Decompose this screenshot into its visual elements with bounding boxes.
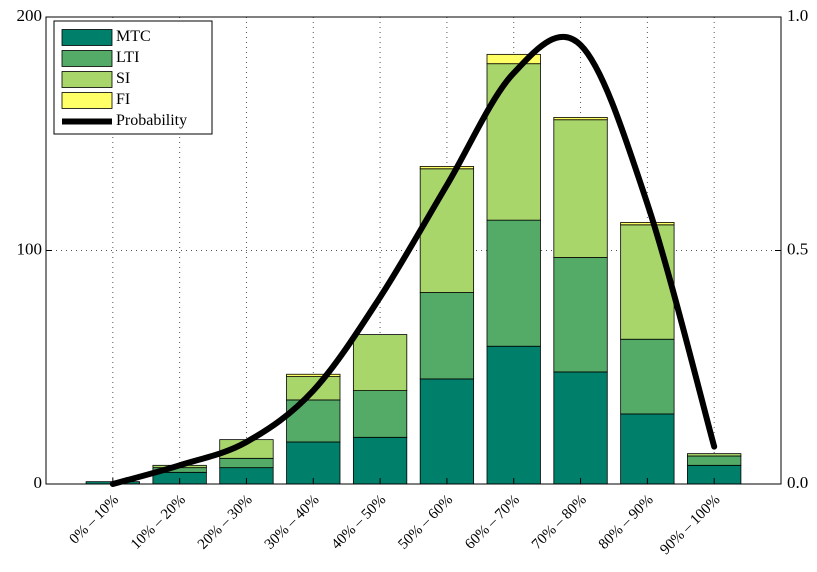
bar-segment bbox=[553, 371, 608, 485]
bar-segment bbox=[352, 334, 408, 391]
legend-label: MTC bbox=[116, 28, 151, 45]
bar-segment bbox=[486, 345, 541, 485]
bar-segment bbox=[352, 436, 408, 485]
x-tick-label: 10% – 20% bbox=[128, 492, 189, 553]
x-tick-label: 80% – 90% bbox=[596, 492, 657, 553]
x-tick-label: 90% – 100% bbox=[657, 492, 723, 558]
legend-label: Probability bbox=[116, 112, 187, 129]
bar-segment bbox=[553, 117, 608, 121]
bar-segment bbox=[620, 224, 675, 340]
bar-segment bbox=[486, 219, 541, 347]
y2-tick-label: 0.0 bbox=[787, 473, 808, 492]
bar-segment bbox=[620, 413, 675, 485]
bar-segment bbox=[419, 292, 475, 380]
bar-segment bbox=[620, 222, 675, 226]
x-tick-label: 60% – 70% bbox=[462, 492, 523, 553]
bar-segment bbox=[486, 53, 541, 65]
bar-segment bbox=[419, 166, 475, 170]
bar-segment bbox=[553, 257, 608, 373]
bar-segment bbox=[419, 378, 475, 485]
legend-swatch bbox=[61, 92, 113, 109]
bar-segment bbox=[286, 441, 341, 485]
bar-segment bbox=[687, 453, 742, 457]
legend-swatch bbox=[61, 50, 113, 67]
y2-tick-label: 0.5 bbox=[787, 239, 808, 258]
legend-swatch bbox=[61, 71, 113, 88]
legend-label: LTI bbox=[116, 49, 139, 66]
x-tick-label: 0% – 10% bbox=[67, 492, 123, 548]
x-tick-label: 30% – 40% bbox=[262, 492, 323, 553]
bar-segment bbox=[486, 63, 541, 221]
legend-label: SI bbox=[116, 70, 130, 87]
probability-line bbox=[109, 34, 718, 487]
x-tick-label: 50% – 60% bbox=[395, 492, 456, 553]
legend-label: FI bbox=[116, 91, 130, 108]
legend-swatch bbox=[61, 29, 113, 46]
bar-segment bbox=[286, 373, 341, 377]
bar-segment bbox=[553, 119, 608, 258]
bar-segment bbox=[687, 455, 742, 466]
bar-segment bbox=[620, 338, 675, 415]
x-tick-label: 40% – 50% bbox=[329, 492, 390, 553]
y-tick-label: 200 bbox=[17, 6, 43, 25]
x-tick-label: 70% – 80% bbox=[529, 492, 590, 553]
y-tick-label: 0 bbox=[34, 473, 43, 492]
y-tick-label: 100 bbox=[17, 239, 43, 258]
x-tick-label: 20% – 30% bbox=[195, 492, 256, 553]
bar-segment bbox=[352, 390, 408, 438]
y2-tick-label: 1.0 bbox=[787, 6, 808, 25]
bar-segment bbox=[219, 457, 274, 469]
